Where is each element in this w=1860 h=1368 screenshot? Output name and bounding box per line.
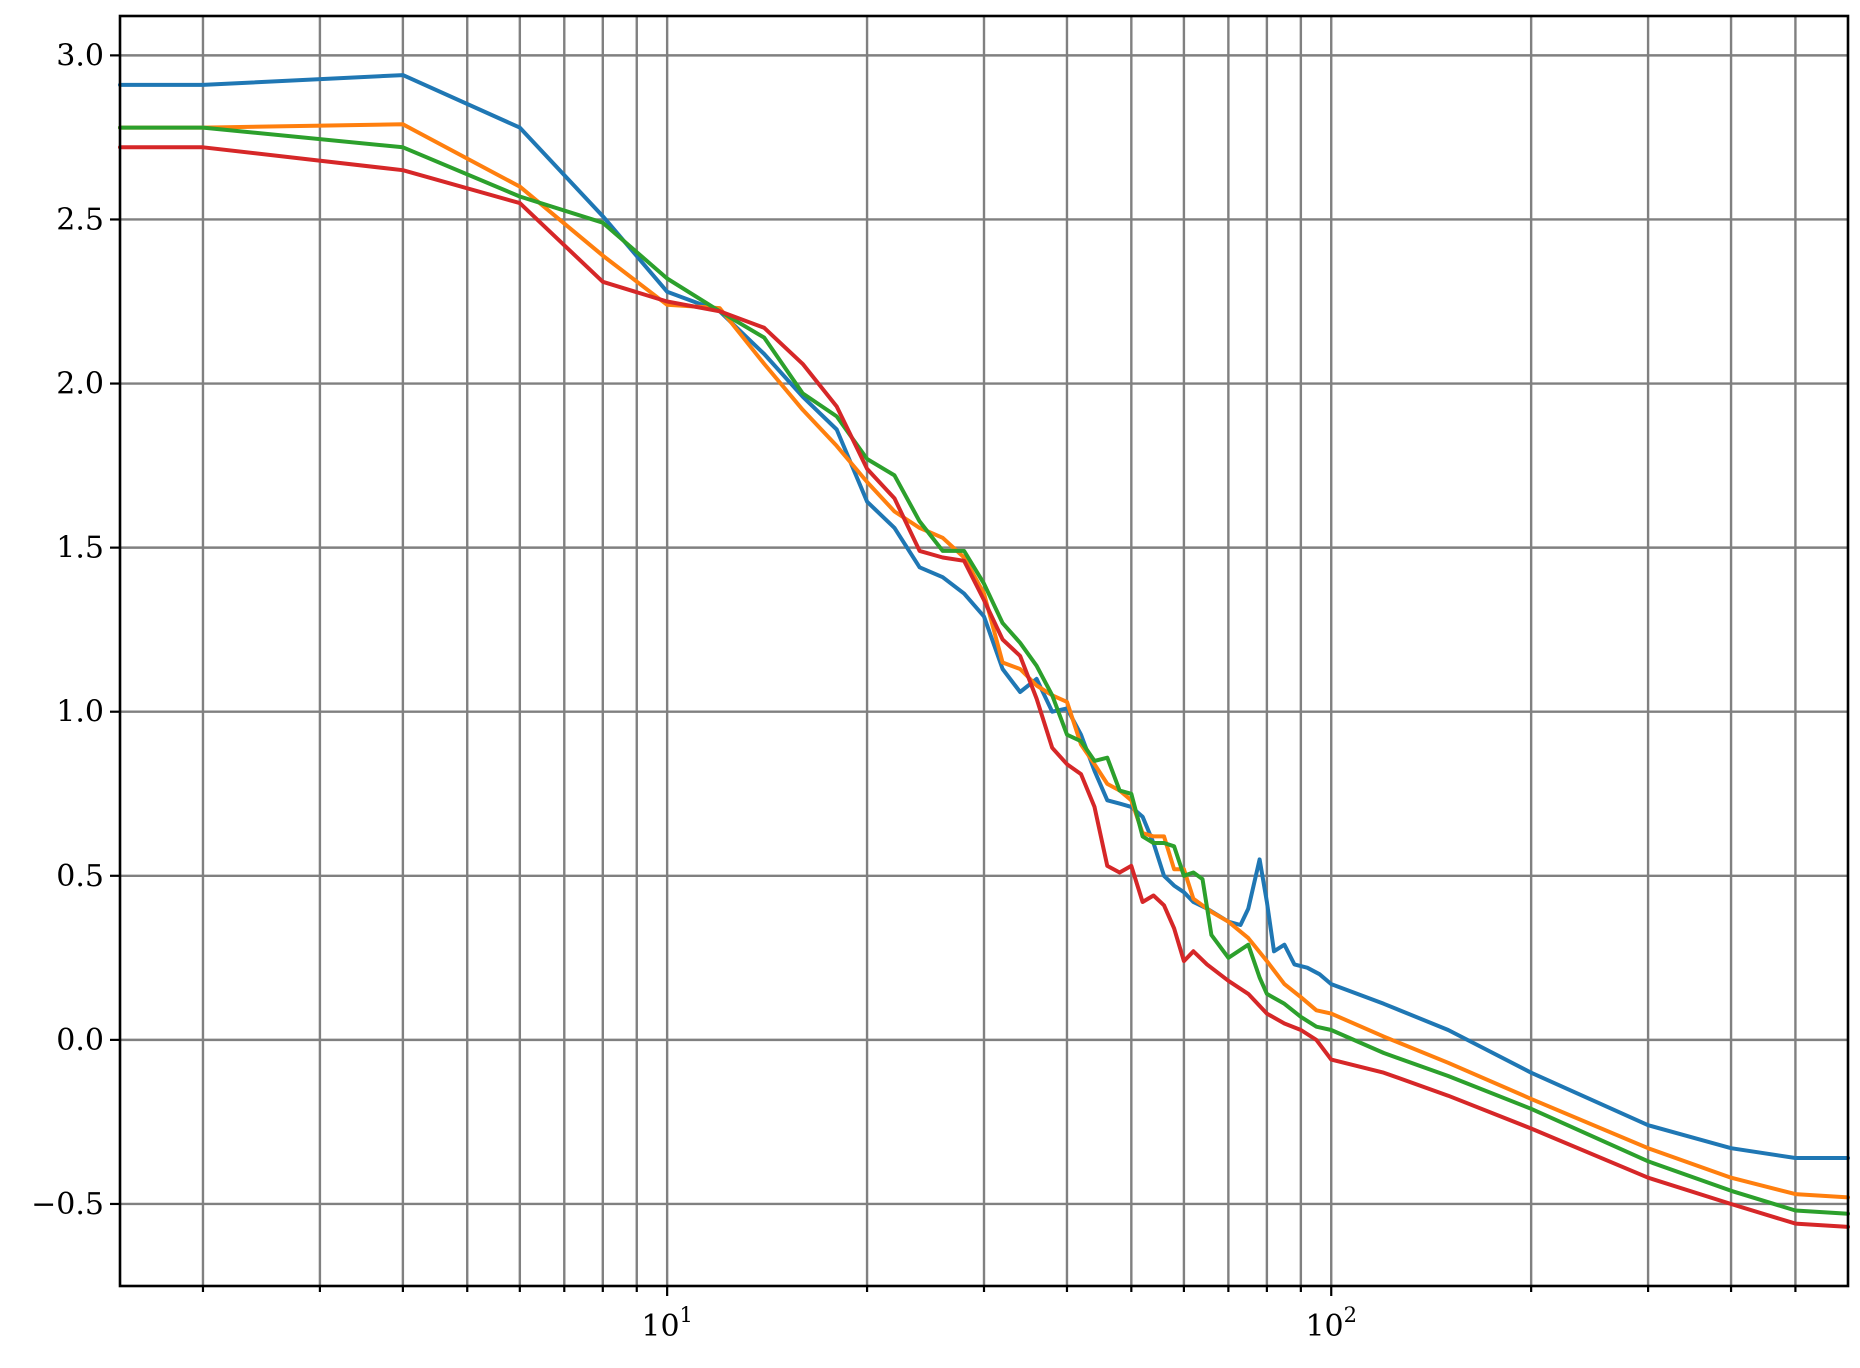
series-lines [118,73,1850,1229]
x-tick-label-exponent: 1 [680,1303,693,1327]
y-tick-label: 1.5 [56,531,104,566]
grid [120,16,1848,1286]
y-tick-label: 3.0 [56,38,104,73]
x-tick-label: 102 [1305,1303,1357,1344]
series-line-2 [118,122,1850,1200]
y-tick-label: 0.5 [56,859,104,894]
x-tick-label: 101 [641,1303,693,1344]
x-tick-label-base: 10 [1305,1309,1343,1344]
y-tick-label: 2.5 [56,202,104,237]
y-tick-label: −0.5 [31,1187,104,1222]
y-tick-label: 1.0 [56,695,104,730]
series-line-4 [118,145,1850,1229]
axis-ticks [110,54,1797,1296]
y-tick-label: 0.0 [56,1023,104,1058]
series-line-3 [118,125,1850,1216]
series-line-1 [118,73,1850,1160]
x-tick-label-exponent: 2 [1344,1303,1357,1327]
y-tick-label: 2.0 [56,367,104,402]
x-tick-label-base: 10 [641,1309,679,1344]
